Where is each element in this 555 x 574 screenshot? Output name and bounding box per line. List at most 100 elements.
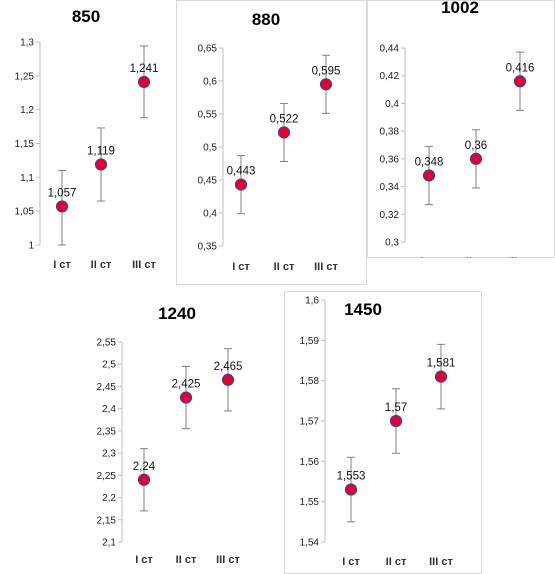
chart-title: 1450: [344, 300, 382, 319]
chart-svg: 850 1 1,05 1,1 1,15 1,2 1,25 1,3 I ст II ст III ст…: [15, 7, 159, 268]
y-tick-label: 0,32: [380, 210, 400, 221]
data-point: [179, 391, 193, 404]
y-tick-label: 1,15: [15, 139, 35, 150]
y-tick-label: 1,2: [20, 105, 34, 116]
x-category-label: III ст: [132, 259, 156, 268]
y-tick-label: 0,35: [198, 242, 218, 253]
x-category-label: II ст: [176, 554, 197, 566]
y-tick-label: 1,1: [20, 173, 34, 184]
y-tick-label: 2,25: [97, 471, 117, 482]
data-label: 2,24: [133, 461, 156, 473]
y-tick-label: 0,36: [380, 154, 400, 165]
x-category-label: III ст: [508, 256, 532, 258]
data-point: [389, 414, 403, 428]
data-point: [344, 483, 358, 496]
data-label: 0,348: [415, 156, 444, 168]
chart-svg: 1240 2,1 2,15 2,2 2,25 2,3 2,35 2,4 2,45 2,5 2,55 I…: [97, 304, 243, 566]
data-label: 1,119: [87, 145, 115, 157]
chart-1450: 1450 1,54 1,55 1,56 1,57 1,58 1,59 1,6 I ст II ст…: [284, 291, 482, 574]
y-tick-label: 2,3: [102, 449, 116, 460]
x-category-label: II ст: [274, 261, 295, 273]
y-tick-label: 1,05: [15, 207, 35, 218]
y-tick-label: 1,57: [300, 417, 320, 428]
data-label: 1,241: [130, 63, 159, 75]
y-tick-label: 0,42: [380, 71, 400, 82]
data-point: [319, 78, 333, 91]
x-category-label: II ст: [386, 556, 407, 568]
data-point: [277, 126, 291, 139]
y-tick-label: 0,65: [198, 44, 218, 55]
data-label: 2,465: [214, 361, 243, 373]
y-tick-label: 2,2: [102, 493, 116, 504]
data-point: [434, 370, 448, 383]
chart-border: [284, 291, 482, 574]
x-category-label: I ст: [135, 554, 153, 566]
y-tick-label: 0,38: [380, 127, 400, 138]
chart-svg: 1450 1,54 1,55 1,56 1,57 1,58 1,59 1,6 I ст II ст…: [284, 291, 482, 574]
chart-850: 850 1 1,05 1,1 1,15 1,2 1,25 1,3 I ст II ст III ст…: [0, 0, 176, 268]
y-tick-label: 1,55: [300, 497, 320, 508]
x-category-label: II ст: [466, 256, 487, 258]
chart-svg: 880 0,35 0,4 0,45 0,5 0,55 0,6 0,65 I ст II ст III…: [176, 0, 367, 285]
x-category-label: I ст: [232, 261, 250, 273]
data-label: 1,553: [337, 471, 366, 483]
data-point: [513, 75, 527, 88]
chart-title: 850: [72, 7, 100, 26]
x-category-label: I ст: [342, 556, 360, 568]
y-tick-label: 2,35: [97, 426, 117, 437]
x-category-label: III ст: [429, 556, 453, 568]
y-tick-label: 1,6: [305, 296, 319, 307]
y-tick-label: 0,45: [198, 176, 218, 187]
data-label: 1,057: [48, 187, 77, 199]
y-tick-label: 1,56: [300, 457, 320, 468]
chart-border: [176, 0, 367, 285]
data-point: [94, 158, 108, 171]
y-tick-label: 0,34: [380, 182, 400, 193]
data-label: 0,522: [270, 113, 299, 125]
data-label: 2,425: [172, 379, 201, 391]
data-point: [234, 178, 248, 191]
data-label: 1,581: [427, 358, 456, 370]
data-point: [221, 373, 235, 386]
chart-1240: 1240 2,1 2,15 2,2 2,25 2,3 2,35 2,4 2,45 2,5 2,55 I…: [66, 290, 276, 574]
y-tick-label: 2,15: [97, 515, 117, 526]
y-tick-label: 1,54: [300, 538, 320, 549]
data-point: [422, 169, 436, 182]
chart-title: 1240: [158, 304, 196, 323]
chart-title: 880: [252, 10, 280, 29]
y-tick-label: 2,55: [97, 338, 117, 349]
y-tick-label: 2,1: [102, 538, 116, 549]
data-label: 0,595: [312, 65, 341, 77]
y-tick-label: 0,3: [385, 238, 399, 249]
y-tick-label: 0,4: [203, 209, 217, 220]
x-category-label: II ст: [91, 259, 112, 268]
chart-title: 1002: [441, 0, 479, 17]
y-tick-label: 1: [28, 241, 34, 252]
data-point: [469, 152, 483, 165]
x-category-label: III ст: [314, 261, 338, 273]
data-label: 0,416: [506, 62, 535, 74]
y-tick-label: 2,4: [102, 404, 116, 415]
y-tick-label: 2,5: [102, 360, 116, 371]
y-tick-label: 0,55: [198, 110, 218, 121]
data-point: [137, 473, 151, 486]
x-category-label: III ст: [216, 554, 240, 566]
chart-1002: 1002 0,3 0,32 0,34 0,36 0,38 0,4 0,42 0,44 I ст II…: [367, 0, 555, 258]
x-category-label: I ст: [420, 256, 438, 258]
y-tick-label: 1,58: [300, 376, 320, 387]
x-category-label: I ст: [53, 259, 71, 268]
data-point: [137, 75, 151, 89]
chart-svg: 1002 0,3 0,32 0,34 0,36 0,38 0,4 0,42 0,44 I ст II…: [367, 0, 555, 258]
y-tick-label: 0,44: [380, 44, 400, 55]
y-tick-label: 0,6: [203, 77, 217, 88]
y-tick-label: 2,45: [97, 382, 117, 393]
data-point: [55, 200, 69, 213]
data-label: 0,36: [465, 140, 487, 152]
y-tick-label: 1,25: [15, 71, 35, 82]
y-tick-label: 1,3: [20, 38, 34, 49]
y-tick-label: 0,4: [385, 99, 399, 110]
chart-880: 880 0,35 0,4 0,45 0,5 0,55 0,6 0,65 I ст II ст III…: [176, 0, 367, 285]
y-tick-label: 0,5: [203, 143, 217, 154]
y-tick-label: 1,59: [300, 336, 320, 347]
data-label: 0,443: [227, 166, 256, 178]
